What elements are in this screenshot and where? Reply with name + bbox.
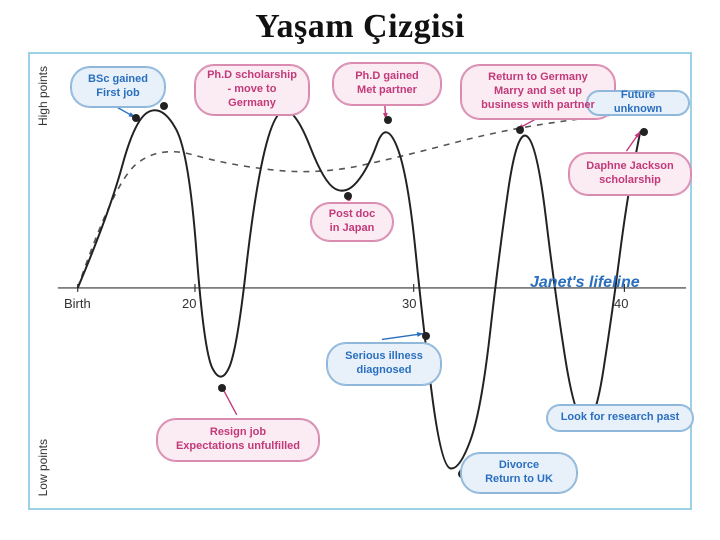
annotation-return-germany: Return to Germany Marry and set up busin…: [460, 64, 616, 120]
annotation-text: Ph.D gained Met partner: [355, 70, 419, 98]
annotation-postdoc: Post doc in Japan: [310, 202, 394, 242]
x-tick-label: Birth: [64, 296, 91, 311]
annotation-text: Divorce Return to UK: [485, 459, 553, 487]
x-tick-label: 40: [614, 296, 628, 311]
annotation-daphne: Daphne Jackson scholarship: [568, 152, 692, 196]
slide-root: Yaşam Çizgisi High points Low points BSc…: [0, 0, 720, 540]
annotation-bsc: BSc gained First job: [70, 66, 166, 108]
annotation-illness: Serious illness diagnosed: [326, 342, 442, 386]
data-point: [344, 192, 352, 200]
annotation-resign: Resign job Expectations unfulfilled: [156, 418, 320, 462]
annotation-text: Return to Germany Marry and set up busin…: [481, 71, 595, 112]
annotation-phd-gained: Ph.D gained Met partner: [332, 62, 442, 106]
annotation-text: Ph.D scholarship - move to Germany: [207, 69, 297, 110]
annotation-text: BSc gained First job: [88, 73, 148, 101]
x-tick-label: 30: [402, 296, 416, 311]
chart-area: High points Low points BSc gained First …: [30, 54, 690, 508]
annotation-text: Post doc in Japan: [329, 208, 375, 236]
x-tick-label: 20: [182, 296, 196, 311]
annotation-text: Future unknown: [597, 89, 679, 117]
annotation-lookresearch: Look for research past: [546, 404, 694, 432]
annotation-divorce: Divorce Return to UK: [460, 452, 578, 494]
annotation-text: Look for research past: [561, 411, 680, 425]
annotation-phd-sch: Ph.D scholarship - move to Germany: [194, 64, 310, 116]
data-point: [640, 128, 648, 136]
annotation-future: Future unknown: [586, 90, 690, 116]
annotation-text: Serious illness diagnosed: [345, 350, 423, 378]
data-point: [516, 126, 524, 134]
data-point: [384, 116, 392, 124]
data-point: [422, 332, 430, 340]
annotation-text: Resign job Expectations unfulfilled: [176, 426, 300, 454]
data-point: [132, 114, 140, 122]
data-point: [218, 384, 226, 392]
series-label: Janet's lifeline: [530, 274, 640, 292]
chart-frame: High points Low points BSc gained First …: [28, 52, 692, 510]
annotation-text: Daphne Jackson scholarship: [586, 160, 673, 188]
page-title: Yaşam Çizgisi: [247, 8, 473, 46]
data-point: [160, 102, 168, 110]
